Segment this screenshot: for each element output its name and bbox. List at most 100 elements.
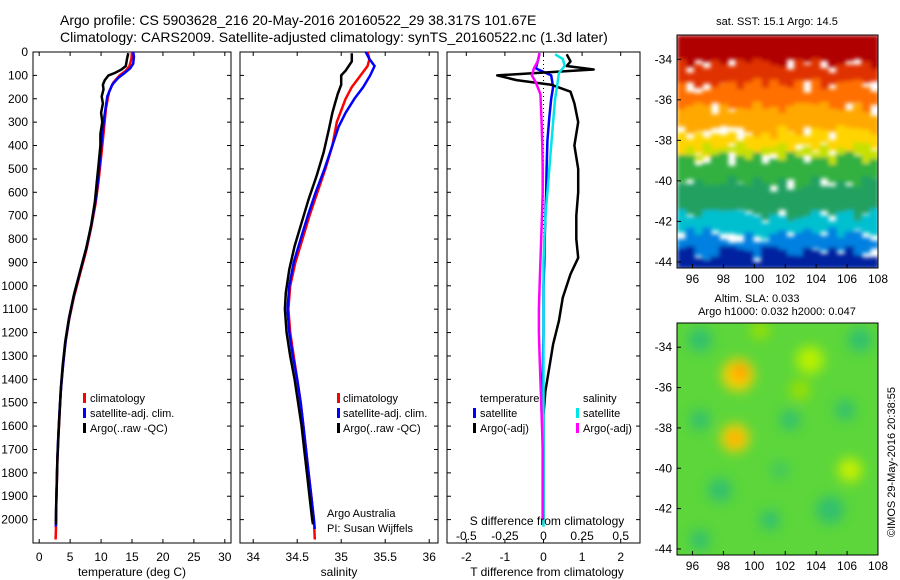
sst-cell: [752, 152, 762, 184]
sst-cell: [811, 104, 821, 131]
sst-cell: [811, 128, 821, 151]
sst-cell: [744, 232, 754, 254]
sst-cell: [794, 80, 804, 116]
sst-map-title: sat. SST: 15.1 Argo: 14.5: [716, 16, 838, 28]
sst-color-bands: [677, 35, 878, 268]
sst-cell: [861, 112, 871, 134]
sst-cell: [744, 109, 754, 133]
sst-y-tick-label: -38: [655, 133, 673, 147]
sst-cell: [702, 90, 712, 113]
salinity-plot-frame: [239, 51, 439, 544]
sla-blob: [733, 365, 747, 379]
sst-cell: [760, 183, 771, 221]
sst-cell: [693, 64, 704, 89]
sst-cell: [869, 150, 878, 167]
sst-cell: [802, 228, 812, 255]
salinity-legend: climatology satellite-adj. clim. Argo(..…: [327, 393, 427, 535]
x-tick-label: -1: [500, 550, 511, 564]
depth-tick-label: 900: [8, 255, 28, 269]
depth-tick-label: 1800: [1, 466, 28, 480]
sst-cell: [811, 250, 821, 268]
x-tick-label: 34.5: [286, 550, 310, 564]
sst-cell: [844, 185, 854, 213]
sst-y-tick-label: -36: [655, 93, 673, 107]
sst-cell: [794, 59, 804, 83]
sst-cell: [852, 64, 863, 87]
sst-cell: [844, 64, 854, 93]
sst-cell: [760, 61, 771, 94]
sst-cell: [752, 241, 762, 259]
sla-blob: [751, 323, 769, 339]
x-tick-label: 0: [36, 550, 43, 564]
sst-cell: [735, 210, 745, 235]
depth-tick-label: 200: [8, 92, 28, 106]
sst-cell: [819, 102, 829, 136]
sst-cell: [785, 69, 796, 90]
depth-tick-label: 1900: [1, 489, 28, 503]
legend-swatch-satellite: [83, 408, 86, 418]
sst-cell: [693, 155, 704, 161]
sst-cell: [677, 248, 687, 268]
sst-cell: [802, 92, 812, 107]
sst-cell: [702, 185, 712, 214]
sst-y-tick-label: -42: [655, 214, 673, 228]
sst-cell: [702, 210, 712, 235]
depth-tick-label: 500: [8, 162, 28, 176]
sst-cell: [685, 139, 695, 149]
sst-cell: [685, 183, 695, 215]
depth-tick-label: 600: [8, 185, 28, 199]
sst-x-tick-label: 102: [775, 272, 795, 286]
series-line-s-argo-adj: [530, 52, 544, 520]
s-tick-label: -0.25: [491, 529, 519, 543]
sst-cell: [811, 157, 821, 191]
series-line-argo-raw-qc: [283, 53, 354, 525]
legend-swatch-s-satellite: [576, 408, 579, 418]
sst-cell: [794, 102, 804, 140]
legend-label-t-argo: Argo(-adj): [480, 423, 529, 435]
sst-cell: [752, 35, 762, 65]
sst-cell: [844, 210, 854, 236]
sst-cell: [777, 178, 787, 210]
sst-cell: [760, 132, 771, 150]
sst-cell: [702, 227, 712, 260]
sst-cell: [802, 35, 812, 63]
sst-cell: [693, 217, 704, 244]
series-lines-layer: [54, 51, 595, 540]
sst-cell: [718, 246, 729, 268]
s-tick-label: 0.5: [612, 529, 629, 543]
sst-cell: [785, 236, 796, 257]
sst-cell: [735, 248, 745, 268]
sst-cell: [861, 35, 871, 74]
sst-cell: [861, 61, 871, 83]
sla-y-tick-label: -40: [655, 461, 673, 475]
x-tick-label: -2: [461, 550, 472, 564]
series-line-satellite-adj-clim: [286, 51, 376, 530]
sst-cell: [735, 142, 745, 164]
sst-cell: [685, 155, 695, 180]
annotation-argo-australia: Argo Australia: [327, 508, 396, 520]
sst-cell: [844, 127, 854, 153]
legend-title-temperature: temperature: [480, 393, 539, 405]
sst-cell: [785, 221, 796, 233]
sst-cell: [718, 83, 729, 109]
sst-cell: [685, 72, 695, 83]
sst-cell: [785, 87, 796, 111]
sst-cell: [769, 214, 779, 241]
sst-cell: [752, 216, 762, 237]
sst-cell: [869, 91, 878, 105]
sst-y-tick-label: -34: [655, 52, 673, 66]
sst-cell: [718, 104, 729, 126]
depth-tick-label: 1400: [1, 372, 28, 386]
legend-label-argo: Argo(..raw -QC): [343, 423, 421, 435]
sla-x-tick-label: 102: [775, 559, 795, 573]
sst-cell: [777, 160, 787, 184]
sst-cell: [769, 246, 779, 268]
legend-label-climatology: climatology: [343, 393, 399, 405]
sla-blob: [816, 496, 844, 524]
sla-blob: [690, 530, 710, 550]
x-tick-label: 15: [125, 550, 139, 564]
depth-tick-label: 1200: [1, 326, 28, 340]
x-tick-label: 25: [187, 550, 201, 564]
sla-map-title-line1: Altim. SLA: 0.033: [715, 293, 800, 305]
sst-cell: [836, 125, 846, 149]
